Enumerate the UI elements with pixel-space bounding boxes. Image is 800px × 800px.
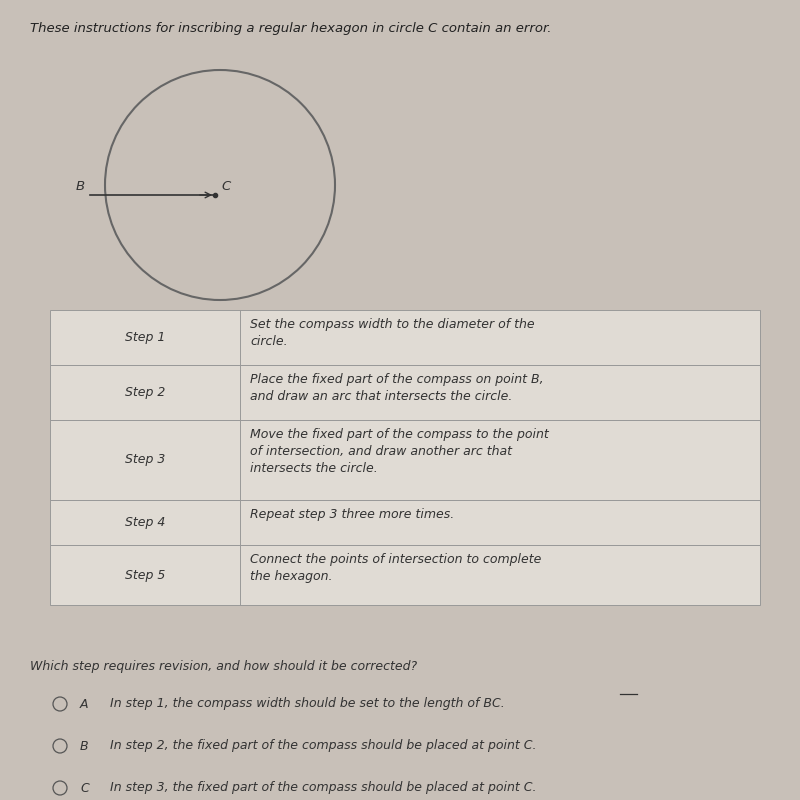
Text: Step 4: Step 4 bbox=[125, 516, 165, 529]
Bar bbox=[50, 420, 760, 500]
Text: Place the fixed part of the compass on point B,
and draw an arc that intersects : Place the fixed part of the compass on p… bbox=[250, 373, 544, 403]
Bar bbox=[50, 500, 760, 545]
Text: Move the fixed part of the compass to the point
of intersection, and draw anothe: Move the fixed part of the compass to th… bbox=[250, 428, 549, 475]
Text: Set the compass width to the diameter of the
circle.: Set the compass width to the diameter of… bbox=[250, 318, 534, 348]
Text: Repeat step 3 three more times.: Repeat step 3 three more times. bbox=[250, 508, 454, 521]
Bar bbox=[50, 365, 760, 420]
Text: Which step requires revision, and how should it be corrected?: Which step requires revision, and how sh… bbox=[30, 660, 417, 673]
Bar bbox=[50, 545, 760, 605]
Text: Step 3: Step 3 bbox=[125, 454, 165, 466]
Bar bbox=[50, 420, 760, 500]
Bar bbox=[50, 310, 760, 365]
Bar bbox=[50, 545, 760, 605]
Text: In step 1, the compass width should be set to the length of BC.: In step 1, the compass width should be s… bbox=[110, 698, 505, 710]
Bar bbox=[50, 310, 760, 365]
Text: Step 1: Step 1 bbox=[125, 331, 165, 344]
Bar bbox=[50, 365, 760, 420]
Text: C: C bbox=[80, 782, 89, 794]
Text: In step 2, the fixed part of the compass should be placed at point C.: In step 2, the fixed part of the compass… bbox=[110, 739, 537, 753]
Text: These instructions for inscribing a regular hexagon in circle C contain an error: These instructions for inscribing a regu… bbox=[30, 22, 551, 35]
Text: B: B bbox=[76, 180, 85, 193]
Text: A: A bbox=[80, 698, 89, 710]
Text: Step 2: Step 2 bbox=[125, 386, 165, 399]
Text: Step 5: Step 5 bbox=[125, 569, 165, 582]
Text: C: C bbox=[221, 180, 230, 193]
Text: In step 3, the fixed part of the compass should be placed at point C.: In step 3, the fixed part of the compass… bbox=[110, 782, 537, 794]
Bar bbox=[50, 500, 760, 545]
Text: B: B bbox=[80, 739, 89, 753]
Text: Connect the points of intersection to complete
the hexagon.: Connect the points of intersection to co… bbox=[250, 553, 542, 583]
